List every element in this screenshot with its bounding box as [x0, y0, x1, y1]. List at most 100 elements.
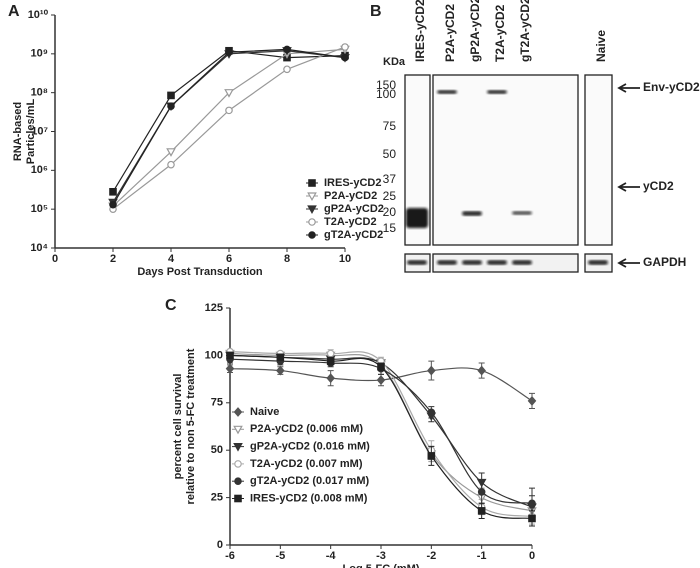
y-tick-label: 10¹⁰ — [28, 9, 49, 21]
band — [487, 90, 507, 94]
arrow — [617, 83, 640, 93]
marker — [167, 102, 175, 110]
y-axis-label: relative to non 5-FC treatment — [185, 348, 197, 504]
lane-label: T2A-yCD2 — [493, 4, 507, 62]
legend-label: T2A-yCD2 — [324, 216, 377, 228]
marker — [233, 425, 243, 435]
legend-label: T2A-yCD2 (0.007 mM) — [250, 458, 363, 470]
band — [462, 211, 482, 216]
unit-label: KDa — [383, 56, 406, 68]
legend-label: gP2A-yCD2 (0.016 mM) — [250, 441, 370, 453]
marker — [167, 160, 175, 169]
marker — [341, 53, 349, 62]
marker — [326, 357, 335, 365]
marker — [528, 514, 536, 523]
marker — [225, 48, 233, 57]
marker — [234, 477, 242, 486]
marker — [376, 375, 386, 385]
marker — [377, 362, 385, 371]
band — [407, 260, 427, 265]
marker — [427, 365, 436, 376]
y-tick-label: 10⁸ — [31, 87, 48, 99]
y-tick-label: 50 — [211, 444, 223, 456]
x-axis-label: Log 5-FC (mM) — [343, 563, 420, 568]
x-tick-label: 0 — [52, 253, 58, 265]
x-tick-label: -2 — [426, 550, 436, 562]
y-tick-label: 0 — [217, 539, 223, 551]
marker — [226, 351, 234, 360]
legend-label: P2A-yCD2 (0.006 mM) — [250, 423, 363, 435]
marker — [109, 200, 117, 209]
marker — [224, 89, 234, 98]
marker — [233, 443, 243, 452]
band — [487, 260, 507, 265]
arrow — [617, 182, 640, 192]
arrow — [617, 258, 640, 268]
marker — [308, 218, 316, 226]
y-tick-label: 10⁹ — [31, 48, 48, 60]
marker — [307, 205, 317, 215]
marker-label: 100 — [376, 87, 396, 101]
marker — [427, 408, 436, 417]
marker — [477, 365, 486, 376]
x-tick-label: 0 — [529, 550, 535, 562]
marker-label: 15 — [383, 221, 397, 235]
marker-label: 150 — [376, 78, 396, 92]
y-tick-label: 10⁴ — [30, 242, 48, 254]
marker-label: 75 — [383, 119, 397, 133]
marker — [307, 192, 317, 202]
marker — [109, 188, 117, 196]
marker — [166, 148, 176, 157]
marker — [308, 231, 316, 239]
y-tick-label: 75 — [211, 397, 223, 409]
blot-frame — [584, 74, 613, 246]
band — [437, 260, 457, 265]
panel-letter: A — [8, 3, 20, 20]
legend-label: gP2A-yCD2 — [324, 203, 384, 215]
marker — [308, 179, 316, 187]
marker — [234, 494, 242, 503]
series-line — [112, 50, 346, 193]
marker — [276, 353, 285, 362]
legend-label: Naive — [250, 406, 279, 418]
lane-label: P2A-yCD2 — [443, 4, 457, 62]
band — [588, 260, 608, 265]
y-tick-label: 125 — [205, 302, 223, 314]
y-axis-label: RNA-based — [12, 102, 24, 161]
x-tick-label: -6 — [225, 550, 235, 562]
marker — [233, 407, 243, 417]
y-tick-label: 10⁶ — [31, 164, 48, 176]
y-tick-label: 10⁷ — [31, 125, 48, 137]
marker — [225, 363, 235, 374]
band — [462, 260, 482, 265]
legend-label: gT2A-yCD2 — [324, 229, 383, 241]
x-tick-label: 6 — [226, 253, 232, 265]
panel-letter: C — [165, 297, 177, 314]
y-tick-label: 25 — [211, 492, 223, 504]
lane-label: IRES-yCD2 — [413, 0, 427, 62]
marker — [341, 43, 349, 51]
marker — [528, 499, 536, 508]
lane-label: gP2A-yCD2 — [468, 0, 482, 62]
x-tick-label: 8 — [284, 253, 290, 265]
marker-label: 20 — [383, 205, 397, 219]
x-axis-label: Days Post Transduction — [137, 266, 263, 278]
y-tick-label: 10⁵ — [31, 203, 48, 215]
x-tick-label: 10 — [339, 253, 351, 265]
y-tick-label: 100 — [205, 349, 223, 361]
band — [437, 90, 457, 94]
marker-label: 50 — [383, 147, 397, 161]
marker — [283, 45, 291, 54]
x-tick-label: 2 — [110, 253, 116, 265]
marker — [234, 460, 242, 468]
x-tick-label: -4 — [326, 550, 337, 562]
x-tick-label: 4 — [168, 253, 175, 265]
marker — [326, 373, 335, 384]
marker-label: 25 — [383, 189, 397, 203]
y-axis-label: Particles/mL — [25, 99, 37, 165]
marker — [427, 452, 436, 460]
x-tick-label: -5 — [275, 550, 285, 562]
panel-letter: B — [370, 3, 382, 20]
marker — [283, 65, 291, 74]
